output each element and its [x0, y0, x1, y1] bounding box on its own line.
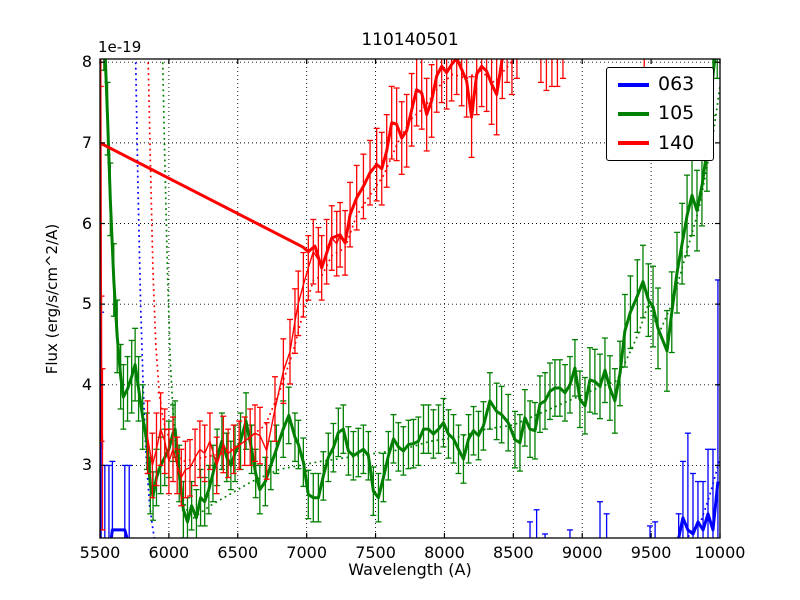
y-tick-label: 5	[81, 294, 92, 314]
y-tick-label: 3	[81, 455, 92, 475]
y-axis-offset-text: 1e-19	[98, 38, 142, 56]
legend-label: 063	[658, 73, 695, 96]
legend-line-blue	[618, 82, 649, 87]
chart-title: 110140501	[361, 30, 459, 50]
legend-item-140: 140	[607, 129, 713, 157]
x-tick-label: 9000	[561, 543, 603, 562]
legend-line-red	[618, 141, 649, 146]
x-tick-label: 6000	[148, 543, 190, 562]
x-tick-label: 10000	[694, 543, 746, 562]
y-tick-label: 8	[81, 52, 92, 72]
x-tick-label: 8000	[424, 543, 465, 562]
legend-item-105: 105	[607, 100, 713, 128]
x-tick-label: 5500	[79, 543, 121, 562]
y-tick-label: 4	[81, 374, 92, 394]
x-tick-label: 7000	[286, 543, 328, 562]
x-tick-label: 9500	[630, 543, 672, 562]
x-tick-label: 7500	[355, 543, 396, 562]
legend-item-063: 063	[607, 71, 713, 99]
x-tick-label: 8500	[492, 543, 534, 562]
legend-label: 105	[658, 102, 695, 125]
y-tick-label: 6	[81, 213, 92, 233]
x-tick-label: 6500	[217, 543, 259, 562]
legend-label: 140	[658, 131, 695, 154]
legend: 063 105 140	[606, 67, 714, 161]
y-tick-label: 7	[81, 132, 92, 152]
x-axis-label: Wavelength (A)	[348, 560, 472, 579]
legend-line-green	[618, 111, 649, 116]
